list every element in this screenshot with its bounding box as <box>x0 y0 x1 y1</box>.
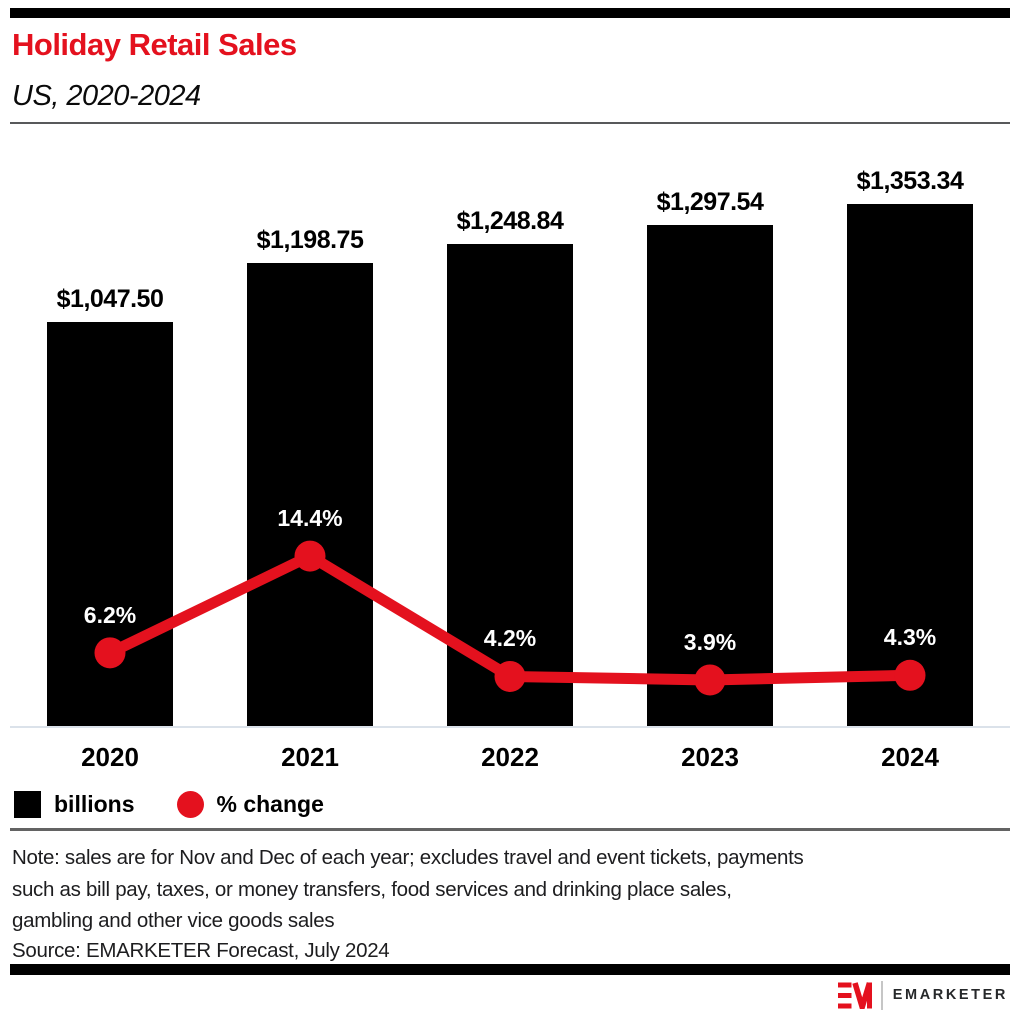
bottom-border-bar <box>10 964 1010 975</box>
chart-source: Source: EMARKETER Forecast, July 2024 <box>12 939 390 962</box>
pct-label-2023: 3.9% <box>683 628 737 655</box>
emarketer-logo-text: EMARKETER <box>892 987 1008 1003</box>
bar-value-label-2021: $1,198.75 <box>256 226 364 254</box>
pct-label-2021: 14.4% <box>277 505 343 532</box>
x-tick-2022: 2022 <box>481 742 539 772</box>
x-tick-2024: 2024 <box>881 742 939 772</box>
emarketer-logo: EMARKETER <box>837 981 1008 1010</box>
x-tick-2021: 2021 <box>281 742 339 772</box>
top-border-bar <box>10 8 1010 18</box>
header-divider <box>10 122 1010 124</box>
x-tick-2023: 2023 <box>681 742 739 772</box>
chart-title: Holiday Retail Sales <box>12 27 297 62</box>
bar-value-label-2024: $1,353.34 <box>856 167 964 195</box>
legend-square-swatch-icon <box>14 791 41 818</box>
bar-2022 <box>447 244 573 726</box>
bar-2020 <box>47 322 173 726</box>
bar-value-label-2022: $1,248.84 <box>456 207 564 235</box>
pct-label-2020: 6.2% <box>83 601 137 628</box>
x-tick-2020: 2020 <box>81 742 139 772</box>
x-axis-line <box>10 726 1010 728</box>
chart-subtitle: US, 2020-2024 <box>12 80 201 112</box>
legend-item---change: % change <box>176 791 324 818</box>
legend-circle-swatch-icon <box>176 791 204 818</box>
note-line-1: Note: sales are for Nov and Dec of each … <box>12 846 804 869</box>
footer-divider <box>10 828 1010 831</box>
note-line-3: gambling and other vice goods sales <box>12 909 335 932</box>
emarketer-logo-mark-icon <box>837 982 872 1009</box>
legend-label: billions <box>54 791 135 817</box>
chart-note: Note: sales are for Nov and Dec of each … <box>12 842 1002 937</box>
pct-label-2024: 4.3% <box>883 624 937 651</box>
legend: billions % change <box>14 791 324 818</box>
bar-2021 <box>247 263 373 726</box>
bar-value-label-2020: $1,047.50 <box>56 285 164 313</box>
logo-divider <box>880 981 883 1010</box>
legend-item-billions: billions <box>14 791 135 818</box>
pct-label-2022: 4.2% <box>483 625 537 652</box>
legend-label: % change <box>216 791 324 817</box>
note-line-2: such as bill pay, taxes, or money transf… <box>12 877 732 901</box>
bar-value-label-2023: $1,297.54 <box>656 188 764 216</box>
